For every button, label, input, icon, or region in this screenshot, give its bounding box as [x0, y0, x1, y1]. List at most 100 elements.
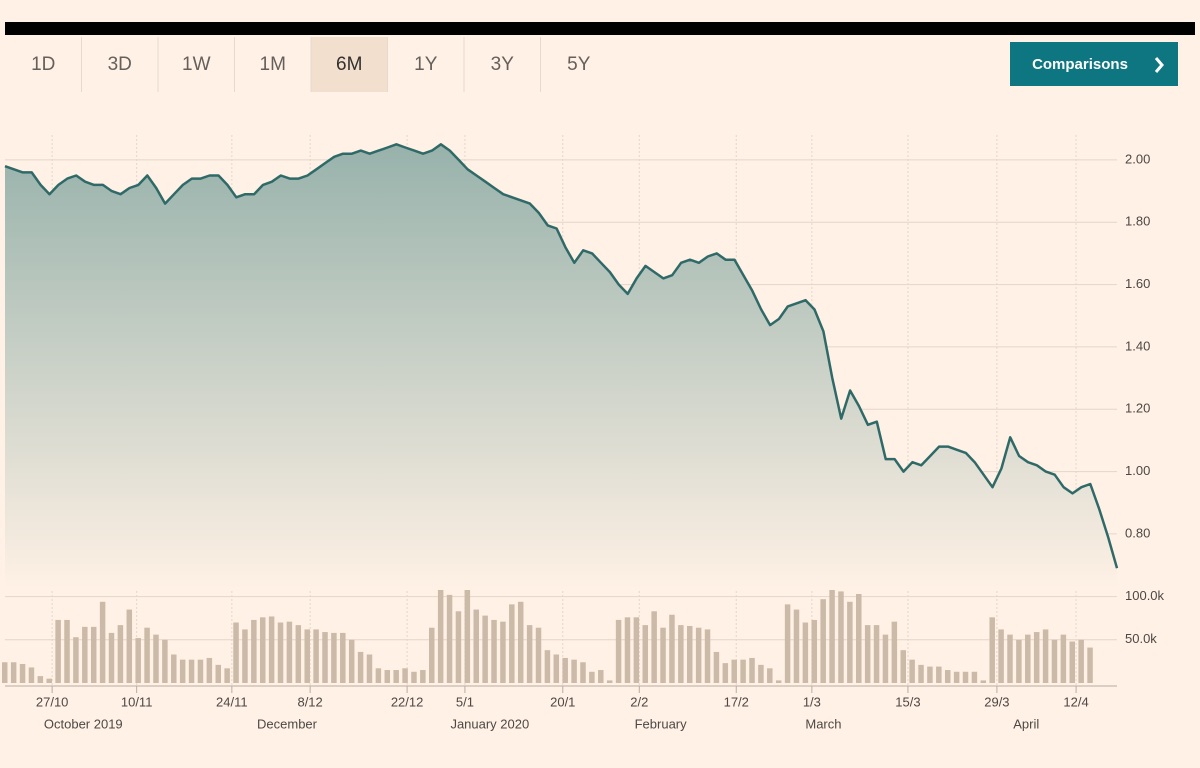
- range-button[interactable]: [311, 37, 388, 92]
- x-tick-label: 12/4: [1063, 694, 1088, 709]
- volume-bar: [10, 662, 17, 683]
- volume-bar: [482, 615, 488, 683]
- volume-bar: [108, 632, 115, 683]
- comparisons-label[interactable]: Comparisons: [1032, 56, 1128, 73]
- volume-bar: [144, 627, 150, 683]
- x-tick-label: 22/12: [391, 694, 424, 709]
- volume-bar: [384, 670, 391, 683]
- volume-bar: [660, 627, 666, 683]
- volume-bar: [259, 617, 266, 683]
- volume-bar: [90, 626, 97, 683]
- y-tick-label: 2.00: [1125, 151, 1150, 166]
- volume-bar: [82, 626, 88, 683]
- x-tick-label: 20/1: [550, 694, 575, 709]
- month-label: April: [1013, 716, 1039, 731]
- y-tick-label: 0.80: [1125, 525, 1150, 540]
- x-tick-label: 10/11: [121, 694, 153, 709]
- volume-bar: [864, 625, 871, 683]
- volume-bar: [348, 639, 355, 683]
- volume-bar: [918, 664, 924, 683]
- volume-bar: [473, 609, 479, 683]
- volume-bar: [464, 577, 471, 683]
- volume-bar: [571, 659, 577, 683]
- volume-bar: [686, 625, 693, 683]
- volume-bar: [331, 632, 337, 683]
- volume-bar: [758, 664, 764, 683]
- range-button[interactable]: [81, 37, 159, 92]
- volume-bar: [580, 662, 586, 683]
- volume-bar: [820, 599, 826, 683]
- volume-bar: [1060, 634, 1067, 683]
- range-label[interactable]: 3Y: [491, 54, 515, 75]
- volume-bar: [197, 659, 204, 683]
- volume-bar: [606, 680, 613, 683]
- volume-bar: [1078, 639, 1084, 683]
- volume-bar: [171, 654, 177, 683]
- range-button[interactable]: [387, 37, 465, 92]
- volume-bar: [340, 632, 346, 683]
- volume-bar: [838, 591, 844, 683]
- volume-bar: [909, 659, 915, 683]
- range-button[interactable]: [5, 37, 82, 92]
- volume-bar: [526, 625, 533, 683]
- y-tick-label: 1.20: [1125, 401, 1150, 416]
- volume-bar: [784, 604, 791, 683]
- x-tick-label: 29/3: [984, 694, 1009, 709]
- comparisons-button[interactable]: [1010, 42, 1178, 86]
- volume-bar: [793, 609, 800, 683]
- x-tick-label: 8/12: [297, 694, 322, 709]
- volume-bar: [1051, 639, 1058, 683]
- y-tick-label: 1.40: [1125, 338, 1150, 353]
- month-label: January 2020: [450, 716, 529, 731]
- volume-bar: [722, 663, 729, 683]
- volume-bar: [642, 625, 649, 683]
- volume-bar: [811, 619, 818, 683]
- volume-bar: [971, 671, 978, 683]
- volume-bar: [224, 668, 230, 683]
- volume-bar: [411, 671, 417, 683]
- volume-bar: [651, 611, 657, 683]
- volume-bar: [900, 650, 906, 683]
- volume-bar: [188, 659, 195, 683]
- x-tick-label: 15/3: [895, 694, 920, 709]
- range-label[interactable]: 5Y: [567, 54, 591, 75]
- volume-bar: [313, 629, 319, 683]
- range-label[interactable]: 1D: [31, 54, 55, 75]
- range-label[interactable]: 1W: [182, 54, 211, 75]
- volume-bar: [206, 657, 213, 683]
- month-label: December: [257, 716, 318, 731]
- range-button[interactable]: [540, 37, 618, 92]
- range-button[interactable]: [234, 37, 312, 92]
- range-label[interactable]: 6M: [336, 54, 362, 75]
- volume-bar: [117, 625, 124, 683]
- volume-bar: [615, 619, 622, 683]
- volume-bar: [233, 622, 239, 683]
- month-label: October 2019: [44, 716, 123, 731]
- volume-bar: [1033, 632, 1040, 683]
- volume-bar: [162, 639, 168, 683]
- volume-bar: [891, 621, 898, 683]
- volume-bar: [980, 680, 987, 683]
- volume-bar: [1007, 634, 1013, 683]
- range-button[interactable]: [464, 37, 541, 92]
- month-label: February: [635, 716, 688, 731]
- volume-bar: [713, 651, 720, 683]
- range-label[interactable]: 3D: [108, 54, 132, 75]
- volume-bar: [989, 617, 995, 683]
- volume-bar: [393, 670, 399, 683]
- volume-bar: [731, 659, 737, 683]
- volume-bar: [553, 654, 560, 683]
- volume-bar: [598, 670, 604, 683]
- range-label[interactable]: 1M: [260, 54, 286, 75]
- volume-bar: [847, 601, 853, 683]
- y-tick-label: 1.80: [1125, 214, 1150, 229]
- volume-bar: [704, 629, 711, 683]
- volume-bar: [55, 619, 61, 683]
- volume-bar: [455, 611, 462, 683]
- range-button[interactable]: [158, 37, 235, 92]
- range-label[interactable]: 1Y: [414, 54, 438, 75]
- x-tick-label: 5/1: [456, 694, 474, 709]
- volume-bar: [242, 629, 248, 683]
- volume-bar: [749, 657, 755, 683]
- volume-bar: [73, 637, 79, 683]
